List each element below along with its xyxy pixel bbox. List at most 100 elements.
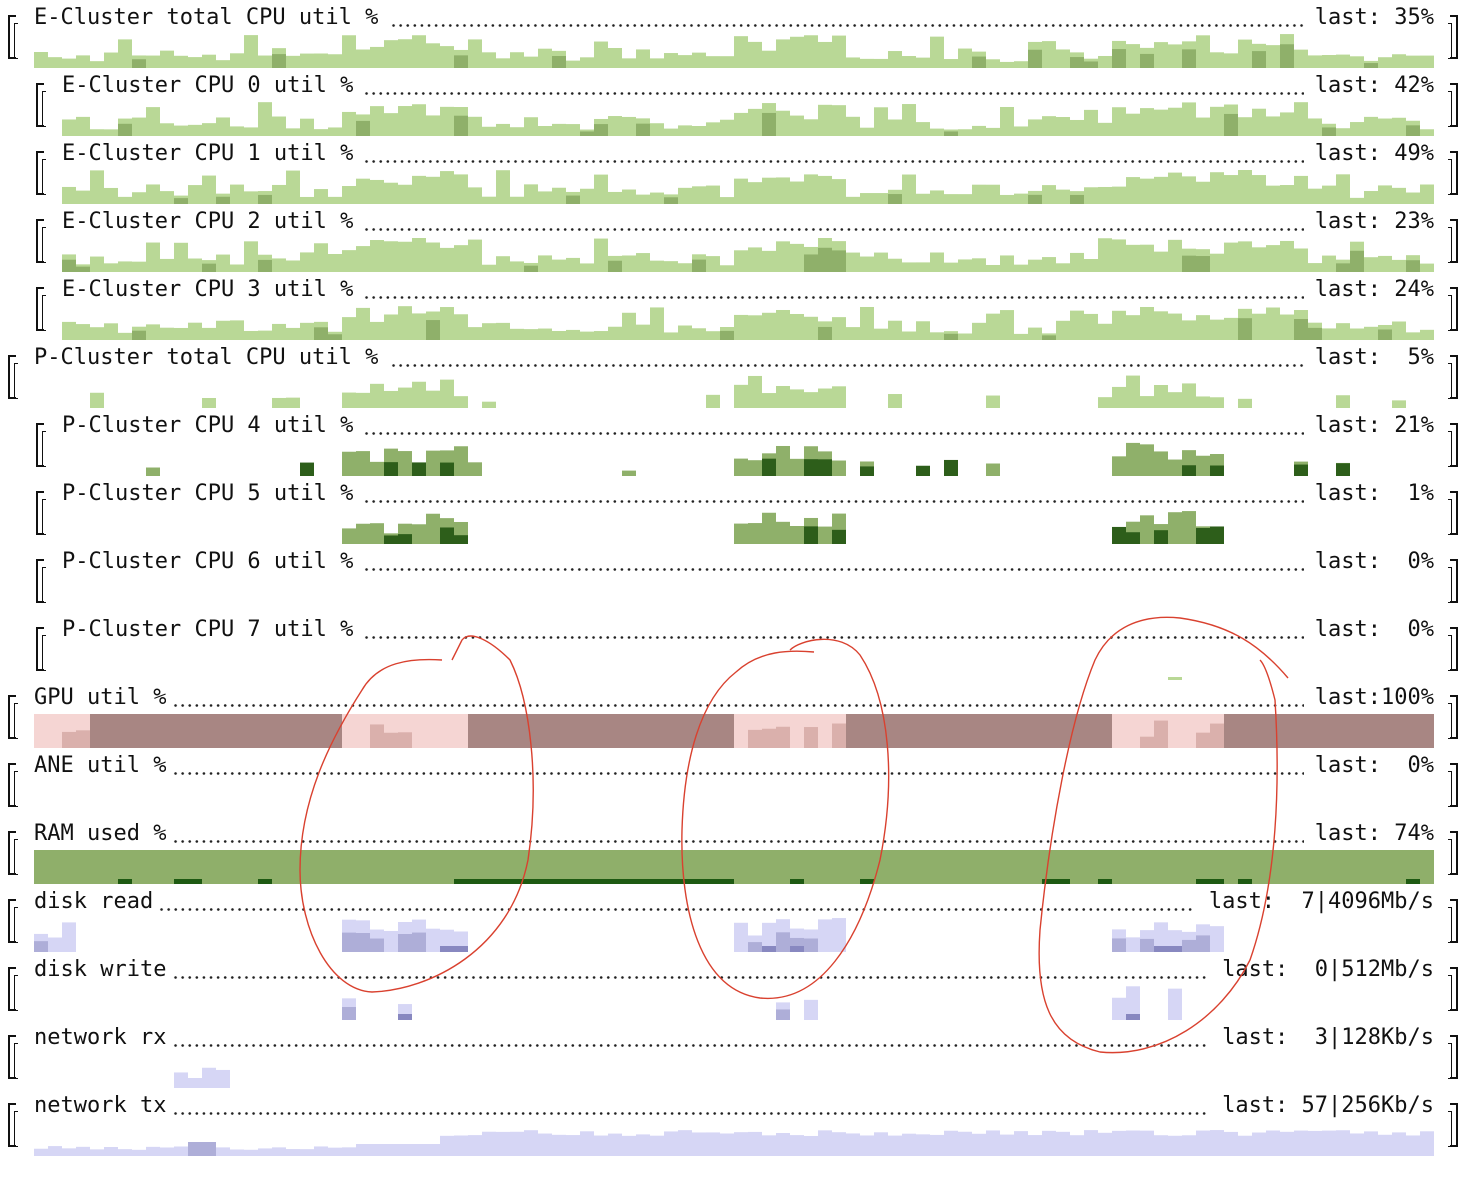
io-bar [734, 922, 748, 952]
cpu-bar [1336, 395, 1350, 408]
io-bar [692, 1132, 706, 1156]
cpu-bar [1210, 106, 1224, 136]
metric-row: P-Cluster CPU 7 util % last: 0% [0, 617, 1468, 685]
cpu-bar [1350, 250, 1364, 272]
metric-row: P-Cluster CPU 4 util % last: 21% [0, 413, 1468, 481]
metric-label: E-Cluster CPU 0 util % [62, 73, 354, 98]
cpu-bar [776, 445, 790, 476]
metric-label: E-Cluster CPU 2 util % [62, 209, 354, 234]
cpu-bar [902, 262, 916, 272]
cpu-bar [1238, 241, 1252, 272]
gpu-bar [258, 714, 272, 748]
cpu-bar [440, 247, 454, 272]
io-bar [1098, 1132, 1112, 1156]
cpu-bar [580, 57, 594, 68]
cpu-bar [384, 241, 398, 272]
cpu-bar [1140, 396, 1154, 408]
cpu-bar [622, 255, 636, 272]
cpu-bar [776, 241, 790, 272]
cpu-bar [986, 313, 1000, 340]
cpu-bar [454, 314, 468, 340]
cpu-bar [342, 111, 356, 136]
cpu-bar [202, 263, 216, 272]
left-bracket-inner [14, 771, 18, 807]
cpu-bar [76, 55, 90, 68]
metric-label: E-Cluster total CPU util % [34, 5, 379, 30]
cpu-bar [1336, 128, 1350, 136]
cpu-bar [1322, 55, 1336, 68]
cpu-bar [146, 107, 160, 136]
gpu-bar [132, 714, 146, 748]
cpu-bar [216, 196, 230, 204]
io-bar [1364, 1131, 1378, 1156]
cpu-bar [1420, 55, 1434, 68]
cpu-bar [1168, 459, 1182, 476]
cpu-bar [692, 52, 706, 68]
cpu-bar [734, 458, 748, 476]
io-bar [1168, 988, 1182, 1020]
cpu-bar [496, 58, 510, 68]
cpu-bar [748, 41, 762, 68]
cpu-bar [1406, 55, 1420, 68]
cpu-bar [286, 397, 300, 408]
cpu-bar [146, 242, 160, 272]
io-bar [650, 1135, 664, 1156]
io-bar [1182, 939, 1196, 952]
cpu-bar [1280, 185, 1294, 204]
ram-bar [188, 879, 202, 884]
cpu-bar [356, 307, 370, 340]
left-bracket-inner [14, 363, 18, 399]
cpu-bar [762, 512, 776, 544]
cpu-bar [160, 50, 174, 68]
cpu-bar [1042, 257, 1056, 272]
dot-leader [172, 840, 1304, 843]
cpu-bar [440, 527, 454, 544]
cpu-bar [1224, 113, 1238, 136]
cpu-bar [1392, 187, 1406, 204]
cpu-bar [902, 104, 916, 136]
right-bracket [1448, 831, 1458, 875]
cpu-bar [1322, 185, 1336, 204]
cpu-bar [300, 252, 314, 272]
cpu-bar [972, 258, 986, 272]
cpu-bar [552, 259, 566, 272]
cpu-bar [552, 187, 566, 204]
cpu-bar [1168, 44, 1182, 68]
io-bar [160, 1147, 174, 1156]
cpu-bar [734, 112, 748, 136]
cpu-bar [412, 381, 426, 408]
metric-last-value: last: 0% [1314, 549, 1434, 574]
cpu-bar [426, 176, 440, 204]
metric-graph-svg [174, 1067, 230, 1088]
cpu-bar [720, 56, 734, 68]
cpu-bar [342, 250, 356, 272]
left-bracket-inner [42, 635, 46, 671]
cpu-bar [482, 196, 496, 204]
cpu-bar [1168, 677, 1182, 680]
io-bar [818, 1130, 832, 1156]
cpu-bar [594, 238, 608, 272]
cpu-bar [370, 179, 384, 204]
cpu-bar [412, 238, 426, 272]
cpu-bar [160, 191, 174, 204]
cpu-bar [216, 117, 230, 136]
cpu-bar [104, 187, 118, 204]
metric-last-value: last: 0% [1314, 753, 1434, 778]
io-bar [804, 999, 818, 1020]
cpu-bar [636, 194, 650, 204]
cpu-bar [986, 184, 1000, 204]
metric-graph-svg [34, 918, 1224, 952]
cpu-bar [1210, 319, 1224, 340]
gpu-bar [76, 730, 90, 748]
cpu-bar [426, 390, 440, 408]
cpu-bar [1308, 327, 1322, 340]
metric-last-value: last: 3|128Kb/s [1222, 1025, 1434, 1050]
metric-graph [34, 782, 1434, 816]
cpu-bar [944, 194, 958, 204]
cpu-bar [1280, 44, 1294, 68]
cpu-bar [1378, 185, 1392, 204]
metric-graph-svg [146, 442, 1350, 476]
left-bracket [8, 967, 18, 1011]
cpu-bar [524, 56, 538, 68]
cpu-bar [1196, 315, 1210, 340]
